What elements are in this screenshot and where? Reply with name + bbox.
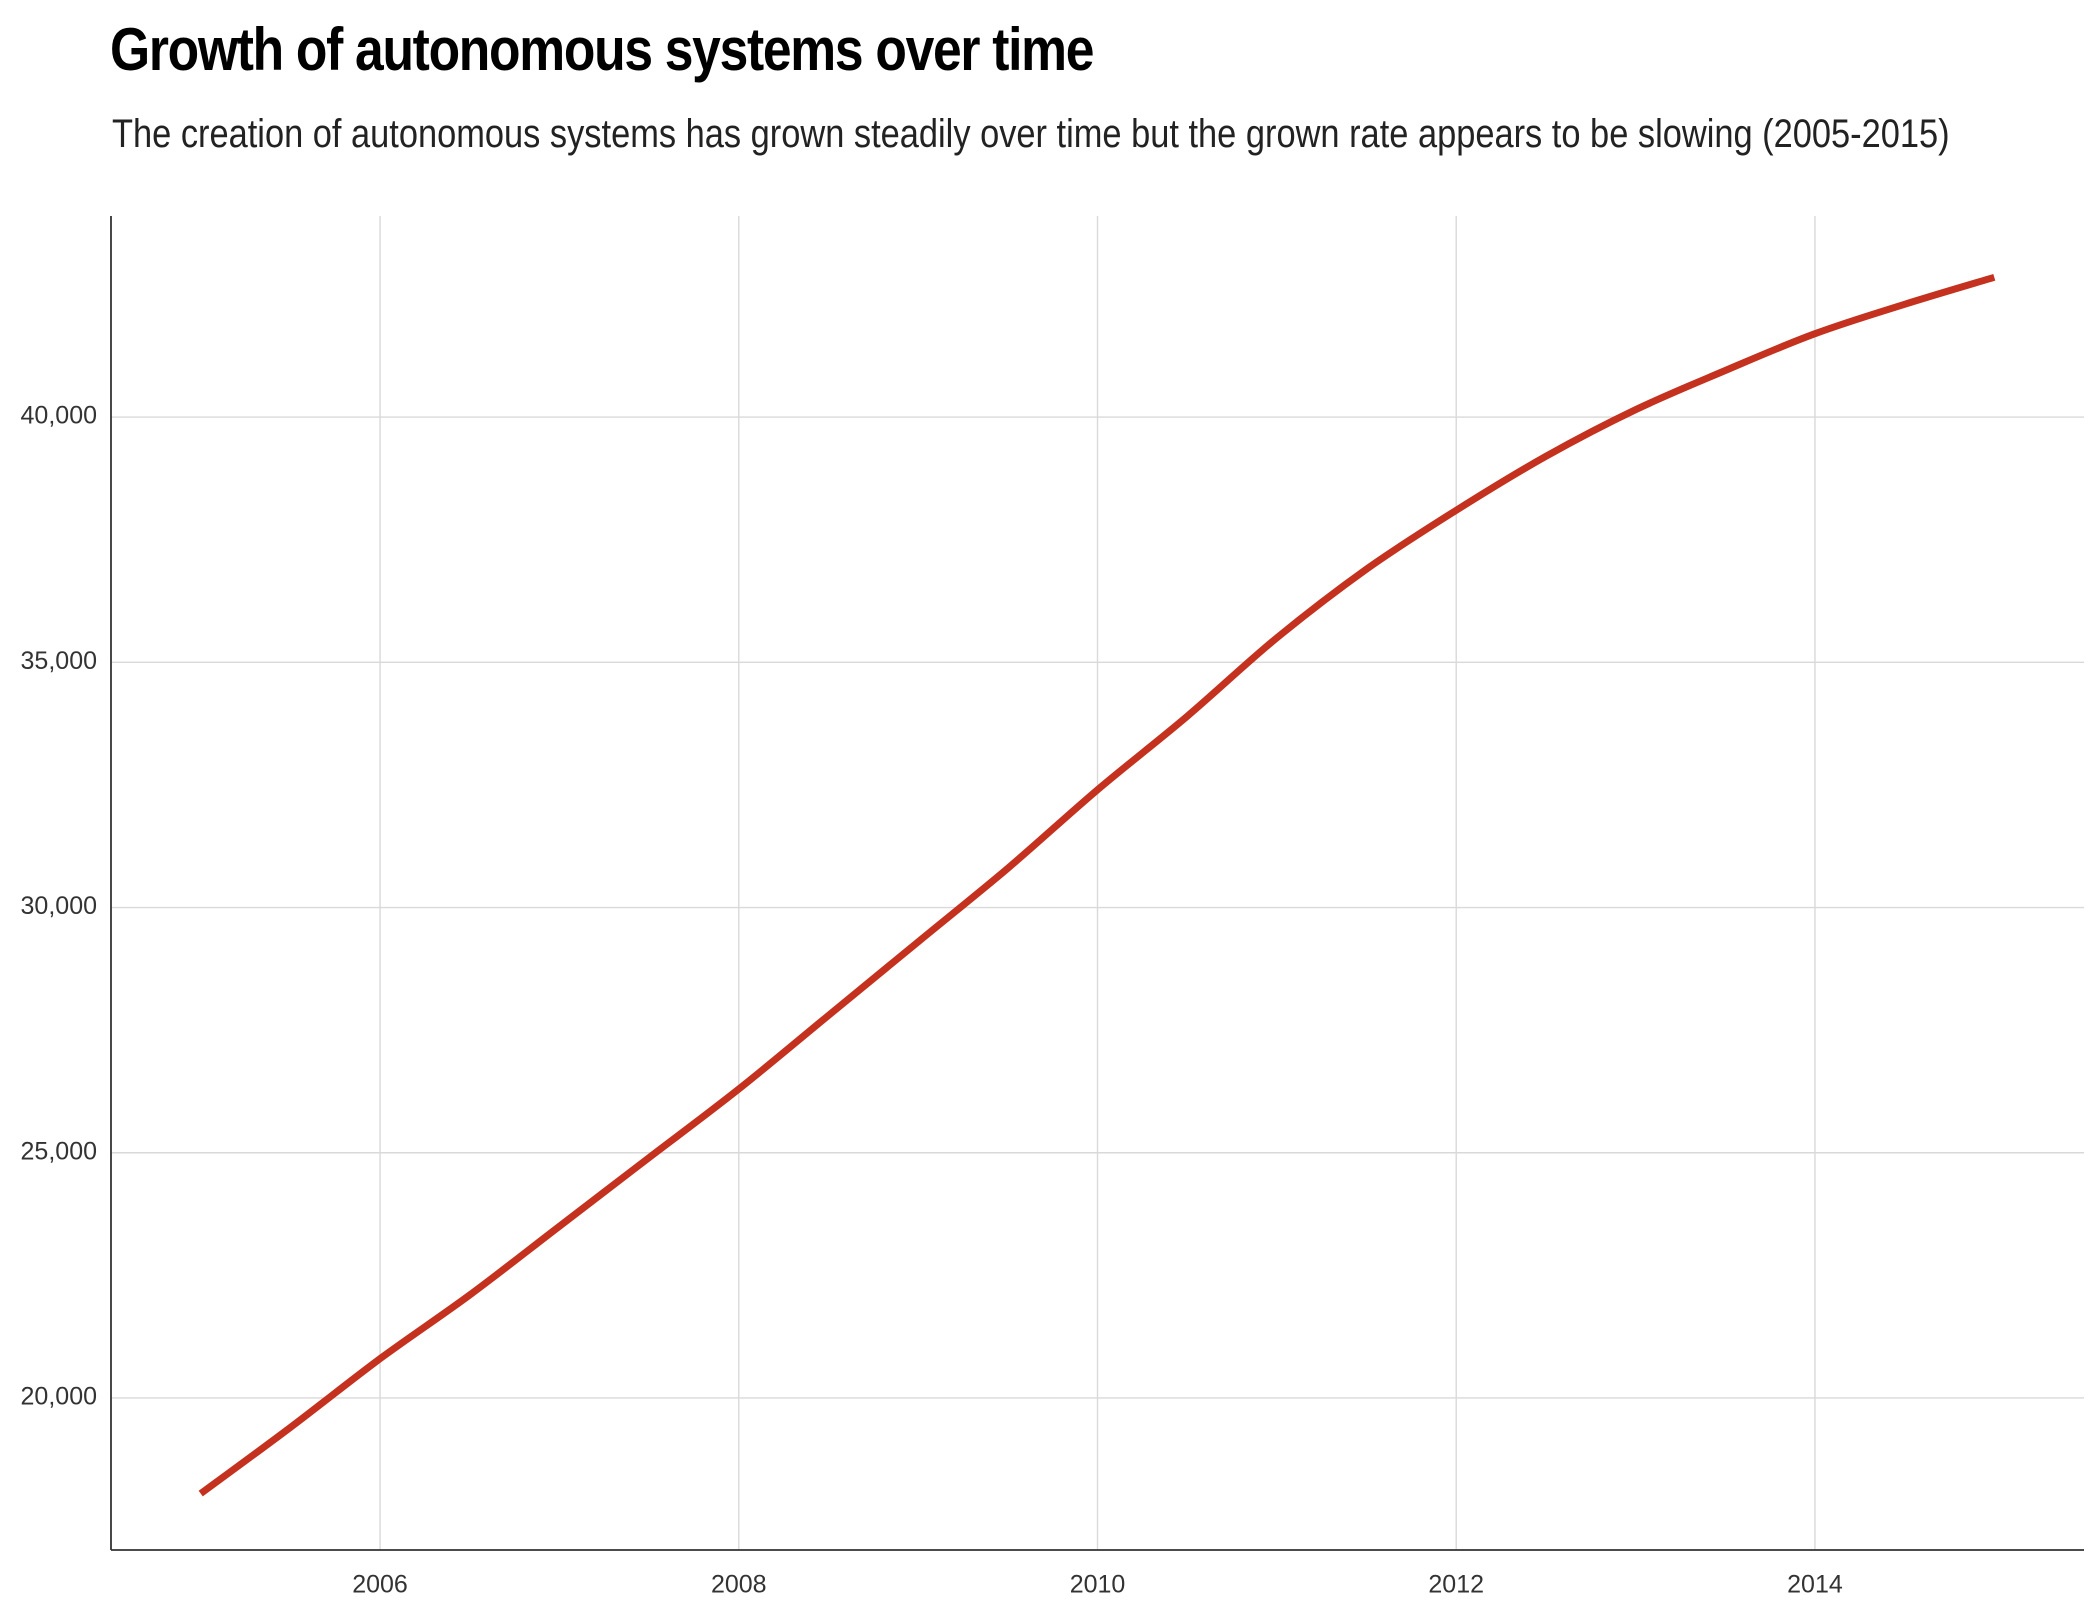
y-tick-label: 40,000 (21, 402, 97, 430)
x-tick-label: 2014 (1787, 1571, 1843, 1599)
y-tick-label: 20,000 (21, 1383, 97, 1411)
x-tick-label: 2010 (1070, 1571, 1126, 1599)
x-tick-label: 2008 (711, 1571, 767, 1599)
x-tick-label: 2006 (352, 1571, 408, 1599)
series-line (198, 273, 1996, 1497)
y-tick-label: 35,000 (21, 647, 97, 675)
chart-subtitle: The creation of autonomous systems has g… (112, 112, 1950, 156)
y-tick-label: 25,000 (21, 1137, 97, 1165)
chart-title: Growth of autonomous systems over time (110, 16, 1094, 83)
y-tick-label: 30,000 (21, 892, 97, 920)
x-tick-label: 2012 (1428, 1571, 1484, 1599)
